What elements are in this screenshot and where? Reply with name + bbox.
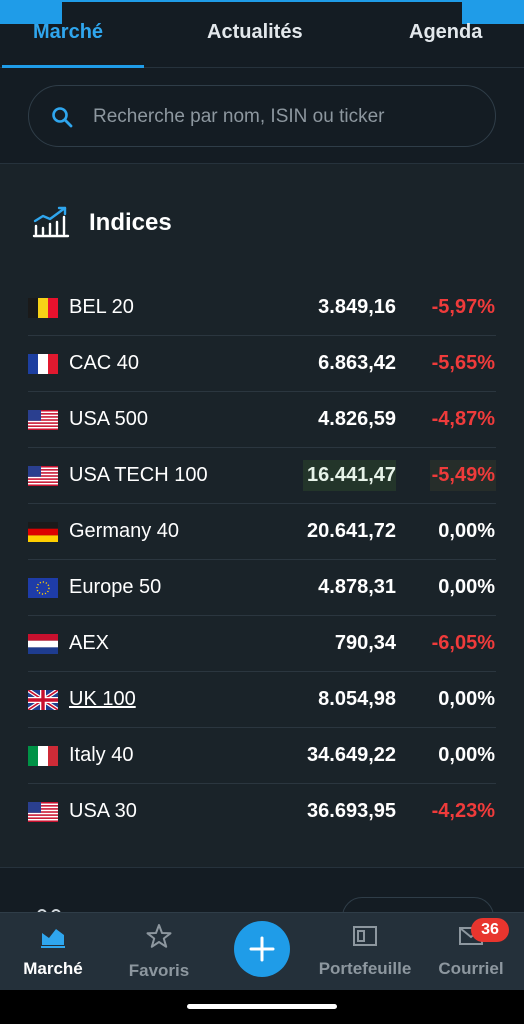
index-price: 36.693,95	[307, 800, 396, 822]
belgium-flag-icon	[28, 298, 58, 318]
uk-flag-icon	[28, 690, 58, 710]
index-change-highlighted: -5,49%	[429, 460, 496, 491]
usa-flag-icon	[28, 410, 58, 430]
tab-actualites[interactable]: Actualités	[207, 21, 303, 43]
indices-card: Indices BEL 20 3.849,16 -5,97% CAC 40 6.…	[0, 164, 524, 868]
index-change: 0,00%	[438, 520, 495, 542]
index-change: -4,87%	[431, 408, 495, 430]
index-change: -5,97%	[431, 296, 495, 318]
index-name: BEL 20	[69, 296, 134, 318]
chart-line-icon	[32, 206, 70, 238]
index-name[interactable]: UK 100	[69, 688, 136, 710]
index-row-uk-100[interactable]: UK 100 8.054,98 0,00%	[28, 672, 496, 728]
index-price: 8.054,98	[318, 688, 396, 710]
index-price: 3.849,16	[318, 296, 396, 318]
home-indicator-area	[0, 990, 524, 1024]
index-row-usa-500[interactable]: USA 500 4.826,59 -4,87%	[28, 392, 496, 448]
index-change: -5,65%	[431, 352, 495, 374]
nav-favoris[interactable]: Favoris	[114, 913, 204, 991]
index-row-usa-30[interactable]: USA 30 36.693,95 -4,23%	[28, 784, 496, 840]
index-change: 0,00%	[438, 744, 495, 766]
nav-label: Courriel	[438, 959, 504, 978]
nav-label: Favoris	[128, 961, 190, 980]
home-indicator[interactable]	[187, 1004, 337, 1009]
index-name: Germany 40	[69, 520, 180, 542]
tab-agenda[interactable]: Agenda	[409, 21, 483, 43]
status-bar-accent-right	[462, 0, 524, 24]
italy-flag-icon	[28, 746, 58, 766]
index-price: 4.826,59	[318, 408, 396, 430]
index-name: CAC 40	[69, 352, 140, 374]
search-icon	[52, 107, 73, 128]
eu-flag-icon	[28, 578, 58, 598]
active-tab-indicator	[2, 65, 144, 68]
index-row-bel-20[interactable]: BEL 20 3.849,16 -5,97%	[28, 280, 496, 336]
index-name: USA 30	[69, 800, 137, 822]
index-price: 4.878,31	[318, 576, 396, 598]
star-icon	[146, 924, 172, 948]
index-name: Italy 40	[69, 744, 134, 766]
index-price: 6.863,42	[318, 352, 396, 374]
index-name: USA TECH 100	[69, 464, 208, 486]
index-price-highlighted: 16.441,47	[303, 460, 396, 491]
netherlands-flag-icon	[28, 634, 58, 654]
status-bar-accent-left	[0, 0, 62, 24]
index-name: AEX	[69, 632, 110, 654]
france-flag-icon	[28, 354, 58, 374]
search-input[interactable]	[93, 104, 473, 130]
add-button[interactable]	[234, 921, 290, 977]
mail-badge: 36	[471, 918, 509, 942]
index-row-germany-40[interactable]: Germany 40 20.641,72 0,00%	[28, 504, 496, 560]
search-box[interactable]	[28, 85, 496, 147]
index-change: 0,00%	[438, 688, 495, 710]
index-price: 790,34	[334, 632, 396, 654]
nav-portefeuille[interactable]: Portefeuille	[310, 913, 420, 991]
index-change: 0,00%	[438, 576, 495, 598]
index-name: USA 500	[69, 408, 148, 430]
tab-marche[interactable]: Marché	[33, 21, 104, 43]
plus-icon	[249, 936, 275, 962]
index-name: Europe 50	[69, 576, 162, 598]
index-price: 34.649,22	[307, 744, 396, 766]
index-row-europe-50[interactable]: Europe 50 4.878,31 0,00%	[28, 560, 496, 616]
nav-label: Marché	[23, 959, 83, 978]
nav-marche[interactable]: Marché	[8, 913, 98, 991]
index-change: -4,23%	[431, 800, 495, 822]
index-row-usa-tech-100[interactable]: USA TECH 100 16.441,47 -5,49%	[28, 448, 496, 504]
index-change: -6,05%	[431, 632, 495, 654]
bottom-nav: Marché Favoris Portefeuille	[0, 912, 524, 990]
index-row-italy-40[interactable]: Italy 40 34.649,22 0,00%	[28, 728, 496, 784]
market-chart-icon	[41, 929, 65, 948]
wallet-icon	[353, 926, 377, 946]
index-row-cac-40[interactable]: CAC 40 6.863,42 -5,65%	[28, 336, 496, 392]
index-price: 20.641,72	[307, 520, 396, 542]
nav-label: Portefeuille	[318, 959, 412, 978]
index-row-aex[interactable]: AEX 790,34 -6,05%	[28, 616, 496, 672]
section-title: Indices	[89, 209, 172, 236]
search-area	[0, 68, 524, 164]
germany-flag-icon	[28, 522, 58, 542]
top-tab-bar: Marché Actualités Agenda	[0, 0, 524, 68]
status-bar-accent-line	[62, 0, 462, 2]
usa-flag-icon	[28, 466, 58, 486]
usa-flag-icon	[28, 802, 58, 822]
